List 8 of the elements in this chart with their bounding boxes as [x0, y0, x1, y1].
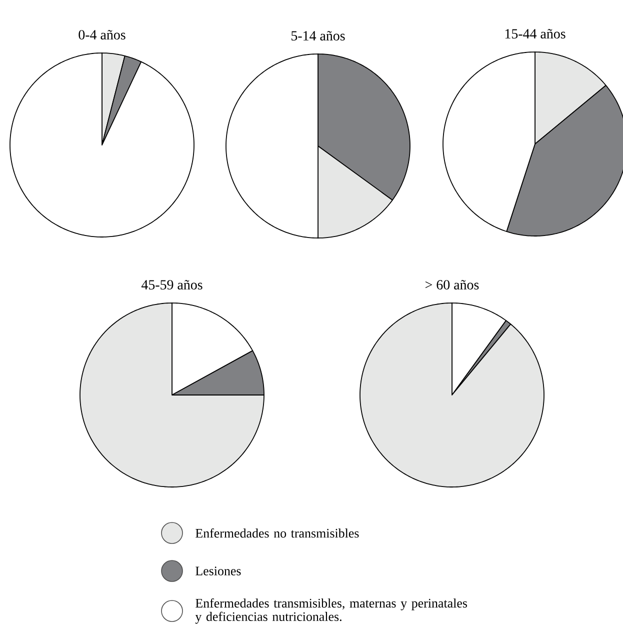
category-label: Enfermedades transmisibles, maternas y perinatales y deficiencias nutricionales. — [195, 598, 468, 624]
chart-title: > 60 años — [426, 280, 479, 290]
chart-title: 15-44 años — [505, 28, 566, 39]
chart-title: 0-4 años — [78, 30, 126, 40]
category-label: Lesiones — [196, 566, 241, 576]
chart-title: 5-14 años — [292, 30, 345, 41]
chart-title: 45-59 años — [141, 280, 202, 290]
category-label: Enfermedades no transmisibles — [196, 528, 359, 538]
